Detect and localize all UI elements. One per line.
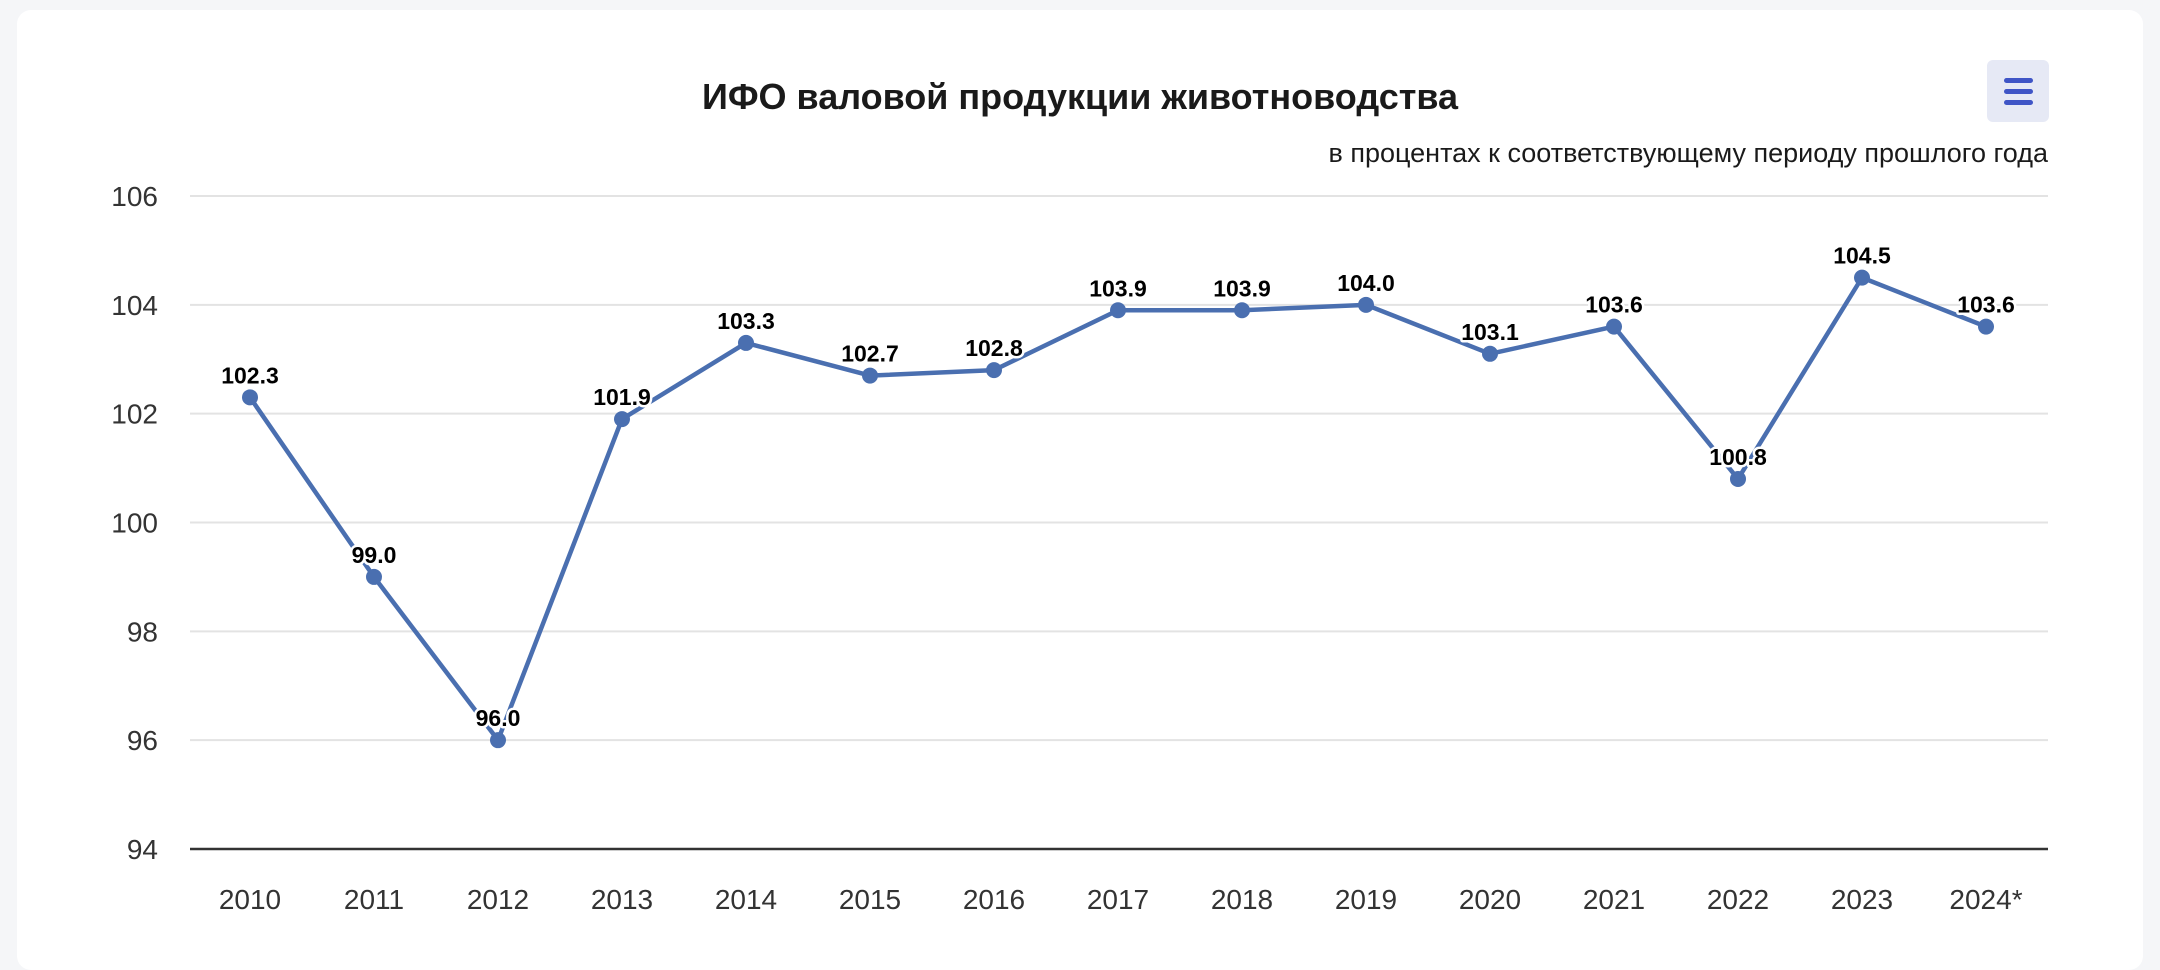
x-tick-label: 2012: [467, 884, 529, 915]
data-label: 101.9: [593, 384, 651, 410]
series-line-path: [247, 275, 1989, 743]
series-line: [247, 275, 1989, 743]
data-labels: 102.3 99.0 96.0 101.9 103.3 102.7 102.8 103.9 10…: [219, 240, 2018, 734]
data-label: 103.1: [1461, 319, 1519, 345]
x-tick-label: 2015: [839, 884, 901, 915]
x-tick-label: 2010: [219, 884, 281, 915]
x-tick-label: 2024*: [1949, 884, 2022, 915]
x-tick-label: 2018: [1211, 884, 1273, 915]
x-tick-label: 2022: [1707, 884, 1769, 915]
x-tick-label: 2019: [1335, 884, 1397, 915]
line-chart: 94 96 98 100 102 104 106 2010 2011 2012 2013 2014 20…: [111, 181, 2048, 915]
data-label: 104.5: [1833, 243, 1891, 269]
data-point[interactable]: [986, 362, 1002, 379]
axes: 94 96 98 100 102 104 106 2010 2011 2012 2013 2014 20…: [111, 181, 2048, 915]
y-tick-label: 104: [111, 290, 158, 321]
data-label: 103.6: [1957, 292, 2015, 318]
y-tick-label: 94: [127, 834, 158, 865]
data-label: 96.0: [476, 705, 521, 731]
data-label: 102.7: [841, 341, 899, 367]
chart-menu-button[interactable]: [1987, 60, 2049, 122]
data-point[interactable]: [490, 732, 506, 749]
data-points: [242, 269, 1994, 749]
y-tick-label: 100: [111, 508, 158, 539]
x-tick-label: 2020: [1459, 884, 1521, 915]
data-point[interactable]: [1482, 345, 1498, 362]
data-label: 103.9: [1213, 275, 1271, 301]
data-point[interactable]: [862, 367, 878, 384]
y-tick-label: 102: [111, 399, 158, 430]
data-point[interactable]: [1978, 318, 1994, 335]
data-label: 102.3: [221, 362, 279, 388]
data-point[interactable]: [1234, 302, 1250, 319]
y-tick-label: 106: [111, 181, 158, 212]
data-label: 100.8: [1709, 444, 1767, 470]
data-label: 103.6: [1585, 292, 1643, 318]
chart-subtitle: в процентах к соответствующему периоду п…: [1328, 138, 2049, 168]
data-label: 103.3: [717, 308, 775, 334]
data-point[interactable]: [1358, 296, 1374, 313]
data-point[interactable]: [366, 568, 382, 585]
data-point[interactable]: [1730, 470, 1746, 487]
data-point[interactable]: [1854, 269, 1870, 286]
data-point[interactable]: [614, 411, 630, 428]
data-label: 103.9: [1089, 275, 1147, 301]
x-tick-label: 2011: [344, 884, 404, 915]
chart-card: [17, 10, 2143, 970]
data-point[interactable]: [1606, 318, 1622, 335]
data-label: 99.0: [352, 542, 397, 568]
x-tick-label: 2014: [715, 884, 777, 915]
data-point[interactable]: [738, 334, 754, 351]
x-tick-label: 2023: [1831, 884, 1893, 915]
x-tick-label: 2016: [963, 884, 1025, 915]
x-tick-label: 2013: [591, 884, 653, 915]
x-tick-label: 2017: [1087, 884, 1149, 915]
data-label: 104.0: [1337, 270, 1395, 296]
y-tick-label: 98: [127, 616, 158, 647]
y-tick-label: 96: [127, 725, 158, 756]
data-point[interactable]: [242, 389, 258, 406]
chart-title: ИФО валовой продукции животноводства: [701, 76, 1459, 117]
data-label: 102.8: [965, 335, 1023, 361]
x-tick-label: 2021: [1583, 884, 1645, 915]
data-point[interactable]: [1110, 302, 1126, 319]
